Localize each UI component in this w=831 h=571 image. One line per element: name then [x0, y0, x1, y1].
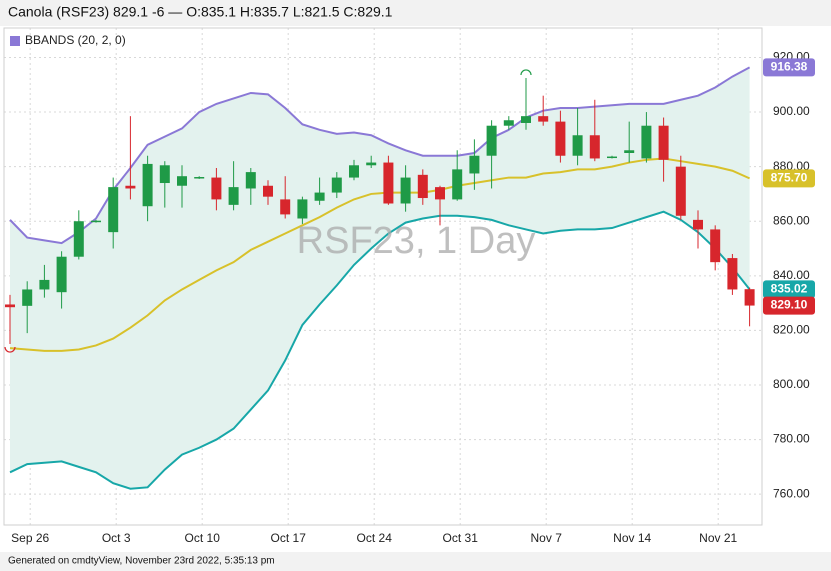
legend-label: BBANDS (20, 2, 0)	[25, 33, 126, 47]
y-tick-label: 780.00	[773, 432, 810, 446]
candle-body	[624, 150, 635, 154]
band-fill	[10, 67, 750, 489]
candle-body	[693, 219, 703, 230]
candle-body	[349, 165, 359, 178]
candle-body	[331, 177, 342, 193]
candle-body	[486, 125, 497, 156]
value-tag	[763, 280, 815, 299]
candle-body	[452, 169, 463, 200]
y-tick-label: 900.00	[773, 104, 810, 118]
candle-body	[607, 156, 617, 159]
candle-body	[675, 166, 686, 216]
y-tick-label: 800.00	[773, 377, 810, 391]
candle-body	[177, 176, 187, 186]
y-tick-label: 860.00	[773, 213, 810, 227]
candle-body	[56, 256, 67, 293]
value-tag	[763, 58, 815, 77]
low-marker	[4, 346, 16, 353]
band-line	[9, 157, 751, 352]
high-marker	[520, 69, 532, 76]
y-tick-label: 840.00	[773, 268, 810, 282]
candle-body	[211, 177, 222, 200]
candle-body	[572, 135, 583, 156]
candle-body	[125, 185, 136, 189]
value-tag-label: 875.70	[771, 171, 808, 185]
candle-body	[658, 125, 669, 160]
band-line	[9, 66, 751, 245]
candle-body	[314, 192, 325, 201]
x-tick-label: Nov 7	[531, 531, 563, 545]
candle-body	[641, 125, 652, 159]
candle-body	[538, 116, 549, 122]
y-tick-label: 820.00	[773, 323, 810, 337]
candle-body	[142, 163, 153, 207]
candle-body	[22, 289, 33, 306]
candle-body	[503, 120, 514, 126]
x-tick-label: Oct 10	[185, 531, 221, 545]
candle-body	[194, 177, 205, 179]
candle-body	[383, 162, 394, 204]
candle-body	[5, 304, 15, 308]
x-tick-label: Oct 31	[443, 531, 479, 545]
candle-body	[297, 199, 308, 219]
value-tag	[763, 169, 815, 188]
y-tick-label: 880.00	[773, 159, 810, 173]
header-bar	[0, 0, 831, 26]
candle-body	[744, 289, 755, 306]
candle-body	[589, 135, 600, 159]
candle-body	[727, 258, 738, 290]
x-tick-label: Oct 24	[357, 531, 393, 545]
y-tick-label: 760.00	[773, 486, 810, 500]
candle-body	[159, 165, 170, 184]
candle-body	[435, 187, 445, 200]
value-tag-label: 829.10	[771, 298, 808, 312]
candle-body	[417, 174, 428, 199]
candle-body	[366, 162, 377, 166]
x-tick-label: Nov 14	[613, 531, 651, 545]
candle-body	[263, 185, 273, 197]
candle-body	[710, 229, 721, 263]
x-tick-label: Nov 21	[699, 531, 737, 545]
candle-body	[73, 221, 84, 257]
candle-body	[280, 199, 291, 215]
x-tick-label: Oct 3	[102, 531, 131, 545]
candle-body	[91, 220, 101, 223]
watermark: RSF23, 1 Day	[297, 220, 536, 262]
value-tag-label: 835.02	[771, 282, 808, 296]
plot-frame	[3, 27, 763, 526]
candle-body	[39, 279, 50, 290]
candle-body	[555, 121, 566, 156]
candle-body	[108, 187, 119, 233]
footer-text: Generated on cmdtyView, November 23rd 20…	[8, 556, 275, 567]
band-line	[9, 210, 751, 490]
candle-body	[469, 155, 480, 174]
plot	[4, 28, 762, 525]
candle-body	[400, 177, 411, 204]
legend-swatch	[10, 36, 20, 46]
candle-body	[245, 172, 256, 189]
candle-body	[521, 116, 531, 123]
header-title: Canola (RSF23) 829.1 -6 — O:835.1 H:835.…	[8, 4, 393, 20]
x-tick-label: Oct 17	[271, 531, 307, 545]
value-tag	[763, 296, 815, 315]
x-tick-label: Sep 26	[11, 531, 49, 545]
value-tag-label: 916.38	[771, 60, 808, 74]
candle-body	[228, 187, 239, 205]
footer-bar	[0, 552, 831, 571]
